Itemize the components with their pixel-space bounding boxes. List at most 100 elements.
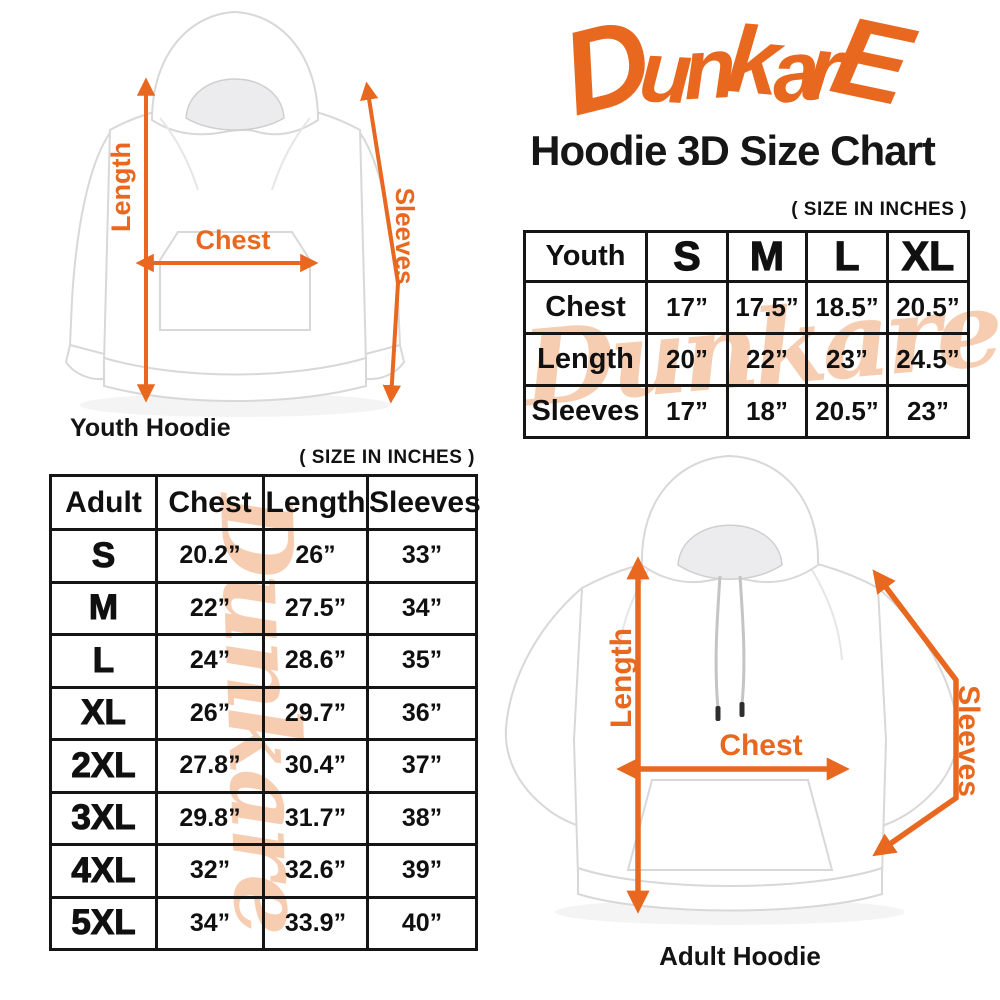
- youth-sleeves-label: Sleeves: [390, 188, 420, 285]
- size-value-cell: 39”: [366, 843, 478, 899]
- adult-sleeves-label: Sleeves: [952, 685, 985, 797]
- table-row: Chest 17” 17.5” 18.5” 20.5”: [523, 280, 970, 335]
- row-header: 5XL: [49, 895, 158, 951]
- size-value-cell: 29.8”: [155, 790, 265, 846]
- youth-sleeves-arrow: [360, 81, 402, 404]
- adult-drawstring-tip-left: [715, 706, 721, 721]
- size-value-cell: 40”: [366, 895, 478, 951]
- column-header: Chest: [155, 474, 265, 531]
- row-header: 2XL: [49, 738, 158, 794]
- size-value-cell: 34”: [155, 895, 265, 951]
- adult-raglan-seam-right: [811, 569, 843, 661]
- adult-hood-opening: [677, 524, 783, 580]
- youth-size-table: Youth S M L XL Chest 17” 17.5” 18.5” 20.5” Length…: [523, 230, 970, 439]
- adult-drawstring-tip-right: [739, 702, 745, 717]
- row-header: 4XL: [49, 843, 158, 899]
- size-value-cell: 33.9”: [262, 895, 369, 951]
- size-value-cell: 29.7”: [262, 685, 369, 741]
- size-value-cell: 32.6”: [262, 843, 369, 899]
- adult-table-header-row: Adult Chest Length Sleeves: [49, 474, 481, 531]
- youth-hoodie-illustration: Length Chest Sleeves: [64, 10, 420, 417]
- size-value-cell: 35”: [366, 633, 478, 689]
- adult-drawstring-right: [738, 575, 746, 705]
- column-header: Length: [262, 474, 369, 531]
- size-value-cell: 18.5”: [805, 280, 889, 335]
- page-title: Hoodie 3D Size Chart: [530, 127, 936, 174]
- row-header: M: [49, 580, 158, 636]
- youth-length-label: Length: [106, 142, 136, 232]
- size-value-cell: 20”: [645, 332, 729, 387]
- table-row: Sleeves 17” 18” 20.5” 23”: [523, 384, 970, 439]
- row-header: 3XL: [49, 790, 158, 846]
- column-header: M: [726, 230, 808, 283]
- adult-pocket: [626, 779, 834, 871]
- adult-length-label: Length: [605, 628, 638, 728]
- row-header: Length: [523, 332, 648, 387]
- size-value-cell: 22”: [726, 332, 808, 387]
- youth-hoodie-caption: Youth Hoodie: [70, 414, 231, 442]
- table-row: 4XL 32” 32.6” 39”: [49, 843, 478, 899]
- youth-hoodie-shadow: [80, 393, 390, 417]
- table-row: S 20.2” 26” 33”: [49, 528, 478, 584]
- adult-hem: [577, 866, 883, 912]
- size-value-cell: 20.5”: [886, 280, 970, 335]
- row-header: S: [49, 528, 158, 584]
- column-header: Adult: [49, 474, 158, 531]
- size-value-cell: 24.5”: [886, 332, 970, 387]
- size-value-cell: 22”: [155, 580, 265, 636]
- size-value-cell: 27.8”: [155, 738, 265, 794]
- youth-raglan-seam-right: [271, 117, 311, 191]
- size-value-cell: 20.5”: [805, 384, 889, 439]
- size-value-cell: 37”: [366, 738, 478, 794]
- table-row: Length 20” 22” 23” 24.5”: [523, 332, 970, 387]
- youth-size-note: ( SIZE IN INCHES ): [791, 199, 967, 220]
- youth-hood-opening: [185, 78, 285, 131]
- adult-hoodie-illustration: Length Chest Sleeves: [504, 454, 985, 925]
- adult-size-note: ( SIZE IN INCHES ): [299, 447, 475, 468]
- size-value-cell: 36”: [366, 685, 478, 741]
- size-value-cell: 26”: [155, 685, 265, 741]
- size-value-cell: 31.7”: [262, 790, 369, 846]
- size-value-cell: 23”: [805, 332, 889, 387]
- size-value-cell: 30.4”: [262, 738, 369, 794]
- youth-table-header-row: Youth S M L XL: [523, 230, 970, 283]
- adult-sleeves-arrow: [872, 569, 959, 857]
- size-value-cell: 17”: [645, 384, 729, 439]
- youth-raglan-seam-left: [159, 117, 199, 191]
- adult-chest-label: Chest: [719, 729, 802, 762]
- size-value-cell: 20.2”: [155, 528, 265, 584]
- row-header: L: [49, 633, 158, 689]
- adult-size-table: Adult Chest Length Sleeves S 20.2” 26” 33” M 22”…: [49, 474, 481, 951]
- column-header: Youth: [523, 230, 648, 283]
- row-header: Sleeves: [523, 384, 648, 439]
- column-header: XL: [886, 230, 970, 283]
- column-header: S: [645, 230, 729, 283]
- size-value-cell: 38”: [366, 790, 478, 846]
- column-header: Sleeves: [366, 474, 481, 531]
- size-value-cell: 24”: [155, 633, 265, 689]
- size-value-cell: 27.5”: [262, 580, 369, 636]
- row-header: XL: [49, 685, 158, 741]
- column-header: L: [805, 230, 889, 283]
- table-row: XL 26” 29.7” 36”: [49, 685, 478, 741]
- size-value-cell: 17”: [645, 280, 729, 335]
- table-row: M 22” 27.5” 34”: [49, 580, 478, 636]
- size-value-cell: 32”: [155, 843, 265, 899]
- adult-hoodie-caption: Adult Hoodie: [659, 941, 821, 971]
- logo-letter: E: [822, 0, 922, 130]
- size-value-cell: 26”: [262, 528, 369, 584]
- size-value-cell: 17.5”: [726, 280, 808, 335]
- size-value-cell: 33”: [366, 528, 478, 584]
- adult-drawstring-left: [714, 575, 722, 709]
- table-row: 3XL 29.8” 31.7” 38”: [49, 790, 478, 846]
- size-value-cell: 28.6”: [262, 633, 369, 689]
- table-row: 2XL 27.8” 30.4” 37”: [49, 738, 478, 794]
- size-value-cell: 34”: [366, 580, 478, 636]
- size-value-cell: 18”: [726, 384, 808, 439]
- youth-chest-label: Chest: [195, 225, 270, 255]
- size-value-cell: 23”: [886, 384, 970, 439]
- table-row: 5XL 34” 33.9” 40”: [49, 895, 478, 951]
- row-header: Chest: [523, 280, 648, 335]
